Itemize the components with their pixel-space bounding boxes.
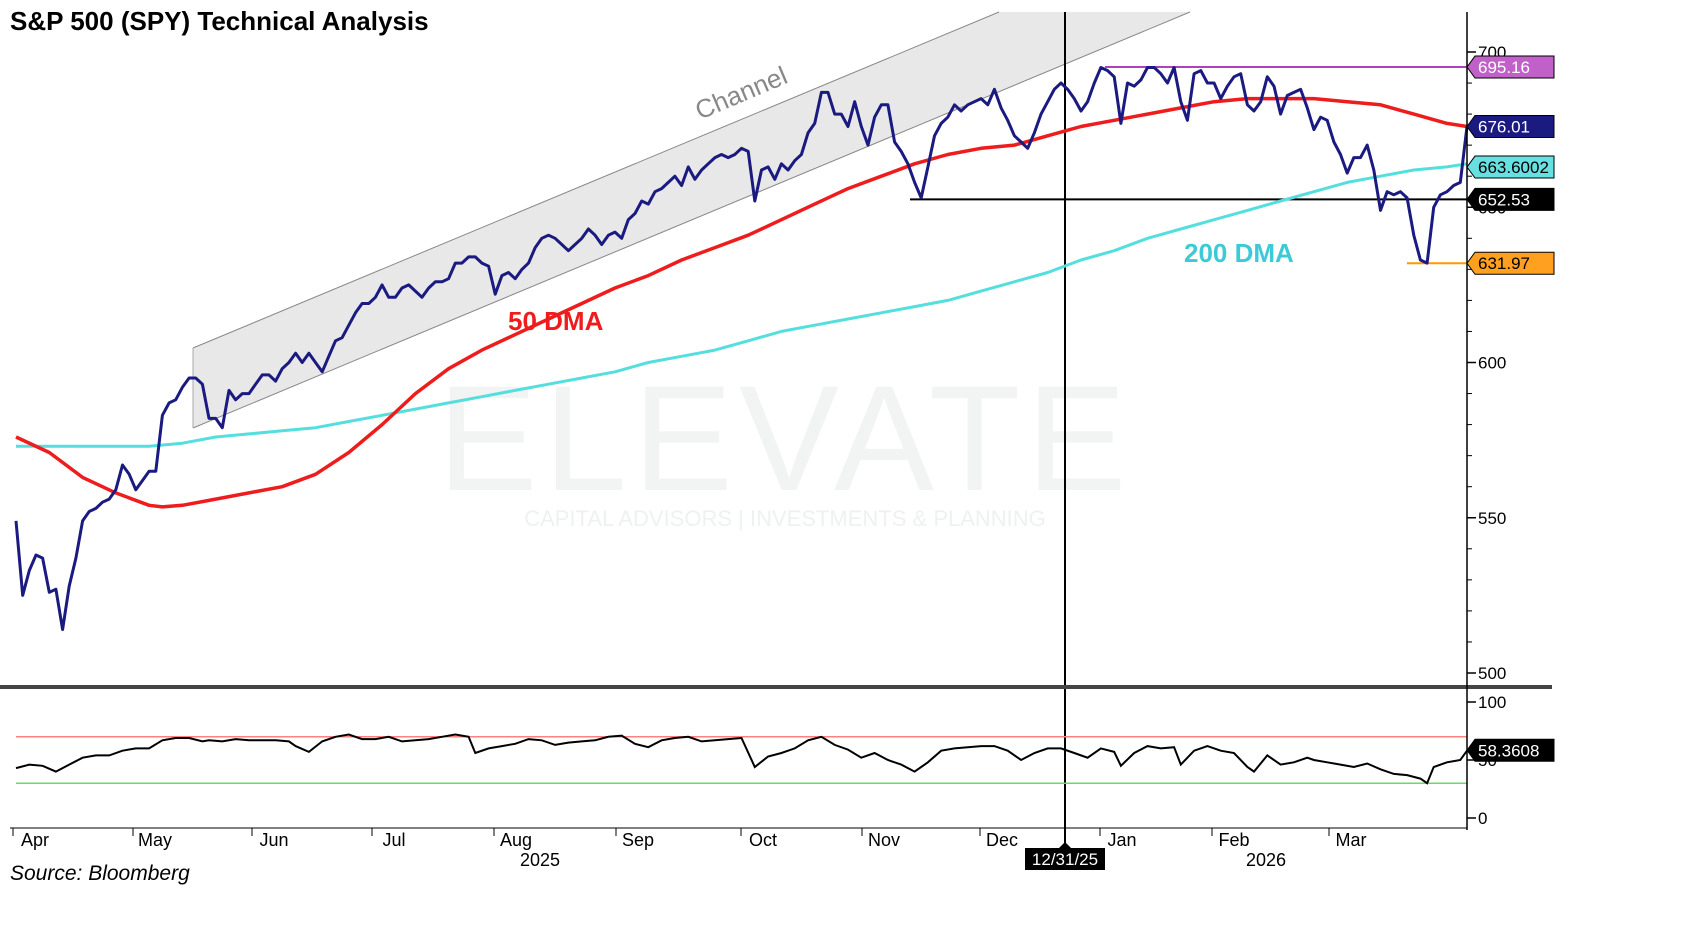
- rsi-tick-label: 0: [1478, 809, 1487, 828]
- channel-lower-line: [192, 11, 1191, 429]
- y-tick-label: 600: [1478, 354, 1506, 373]
- x-month-label: Apr: [21, 830, 49, 850]
- series-200-dma: [16, 162, 1468, 448]
- tag-631-97-box: [1466, 251, 1555, 275]
- x-month-label: Feb: [1218, 830, 1249, 850]
- x-month-label: Nov: [868, 830, 900, 850]
- series-50-dma: [15, 96, 1468, 509]
- x-month-label: Jan: [1107, 830, 1136, 850]
- dma200-label: 200 DMA: [1184, 238, 1294, 268]
- tag-rsi-58-3608-box: [1466, 738, 1555, 762]
- rsi-panel: [15, 733, 1468, 785]
- tag-695-16-label: 695.16: [1478, 58, 1530, 77]
- tag-652-53-box: [1466, 187, 1555, 211]
- rsi-tick-label: 100: [1478, 693, 1506, 712]
- date-marker-box: [1025, 848, 1105, 870]
- tag-663-6002-box: [1466, 155, 1555, 179]
- page-title: S&P 500 (SPY) Technical Analysis: [10, 6, 429, 36]
- date-marker-arrow: [1059, 842, 1071, 848]
- x-month-label: Oct: [749, 830, 777, 850]
- series-spy: [14, 66, 1469, 631]
- tag-652-53-label: 652.53: [1478, 190, 1530, 209]
- level-tags: 695.16 676.01 663.6002 652.53 631.97 58.3608: [1466, 55, 1555, 762]
- date-marker-label: 12/31/25: [1032, 850, 1098, 869]
- y-tick-label: 550: [1478, 509, 1506, 528]
- x-month-label: Aug: [500, 830, 532, 850]
- dma50-label: 50 DMA: [508, 306, 604, 336]
- tag-676-01-box: [1466, 114, 1555, 138]
- series-rsi: [15, 733, 1468, 785]
- tag-631-97-label: 631.97: [1478, 254, 1530, 273]
- x-month-label: Jun: [259, 830, 288, 850]
- tag-676-01-label: 676.01: [1478, 117, 1530, 136]
- x-year-label: 2026: [1246, 850, 1286, 870]
- watermark-subtext: CAPITAL ADVISORS | INVESTMENTS & PLANNIN…: [524, 506, 1046, 531]
- channel-band: [192, 11, 1191, 429]
- x-month-label: Dec: [986, 830, 1018, 850]
- tag-695-16-box: [1466, 55, 1555, 79]
- x-year-label: 2025: [520, 850, 560, 870]
- series-lines: [14, 66, 1469, 631]
- x-month-label: Sep: [622, 830, 654, 850]
- y-tick-label: 500: [1478, 664, 1506, 683]
- tag-663-6002-label: 663.6002: [1478, 158, 1549, 177]
- watermark-text: ELEVATE: [437, 354, 1132, 522]
- x-month-label: Mar: [1336, 830, 1367, 850]
- tag-rsi-58-3608-label: 58.3608: [1478, 741, 1539, 760]
- reference-lines: [910, 12, 1467, 854]
- channel-upper-line: [192, 11, 1000, 349]
- source-note: Source: Bloomberg: [10, 862, 190, 885]
- x-month-label: Jul: [382, 830, 405, 850]
- x-month-label: May: [138, 830, 172, 850]
